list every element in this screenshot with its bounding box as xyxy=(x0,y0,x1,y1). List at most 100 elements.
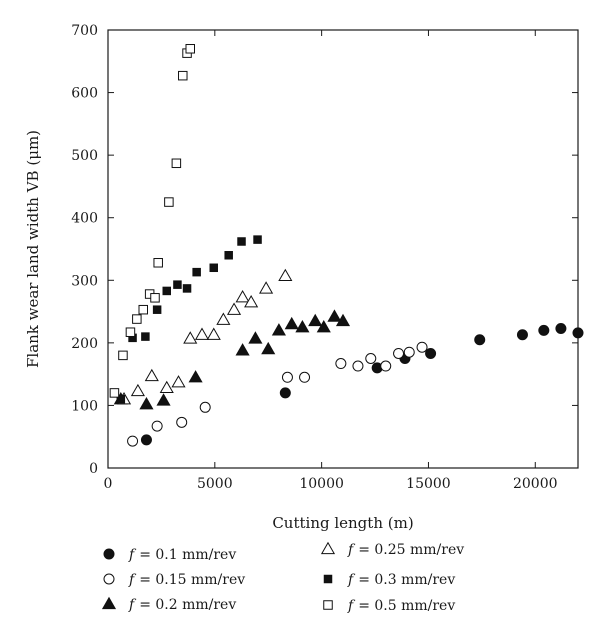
data-point xyxy=(199,401,211,413)
axis-ticks: 0 5000 10000 15000 20000 0 100 200 300 400 500 600 7… xyxy=(71,23,578,492)
series-filled-circle xyxy=(140,322,584,446)
data-point xyxy=(116,394,126,404)
data-point xyxy=(278,268,293,282)
data-point xyxy=(224,251,233,260)
data-point xyxy=(308,313,323,327)
data-points xyxy=(109,44,584,447)
y-axis-title: Flank wear land width VB (μm) xyxy=(24,130,42,368)
legend-item: f = 0.3 mm/rev xyxy=(323,572,455,588)
legend-marker xyxy=(320,541,336,555)
data-point xyxy=(178,70,188,81)
data-point xyxy=(284,316,299,330)
data-point xyxy=(352,360,364,372)
legend-label: f = 0.3 mm/rev xyxy=(347,572,455,588)
y-tick-label: 0 xyxy=(89,461,98,477)
legend-value: = 0.2 mm/rev xyxy=(139,597,236,613)
data-point xyxy=(248,331,263,344)
data-point xyxy=(176,416,188,428)
legend-item: f = 0.5 mm/rev xyxy=(323,598,455,614)
data-point xyxy=(182,284,192,293)
legend-f-symbol: f xyxy=(128,597,137,613)
legend-label: f = 0.1 mm/rev xyxy=(128,547,236,563)
data-point xyxy=(416,341,428,353)
series-filled-triangle xyxy=(113,309,351,410)
data-point xyxy=(259,281,274,294)
legend-f-symbol: f xyxy=(347,542,356,558)
data-point xyxy=(474,334,486,346)
data-point xyxy=(156,393,171,406)
data-point xyxy=(141,332,150,341)
axes xyxy=(107,29,579,469)
data-point xyxy=(380,360,392,372)
data-point xyxy=(162,286,171,296)
x-tick-label: 5000 xyxy=(197,476,233,492)
data-point xyxy=(299,371,311,383)
series-open-triangle xyxy=(116,268,293,405)
data-point xyxy=(151,420,163,432)
legend-value: = 0.15 mm/rev xyxy=(139,572,245,588)
legend-f-symbol: f xyxy=(128,572,137,588)
data-point xyxy=(150,293,160,303)
data-point xyxy=(335,313,351,327)
data-point xyxy=(127,435,139,447)
series-open-circle xyxy=(127,341,428,447)
y-tick-label: 100 xyxy=(71,398,98,414)
data-point xyxy=(138,304,148,315)
data-point xyxy=(261,341,276,355)
legend-f-symbol: f xyxy=(347,598,356,614)
data-point xyxy=(235,289,250,303)
legend-item: f = 0.25 mm/rev xyxy=(320,541,464,558)
data-point xyxy=(109,388,120,398)
data-point xyxy=(125,327,136,337)
data-point xyxy=(235,343,250,356)
data-point xyxy=(393,347,405,359)
data-point xyxy=(185,44,195,54)
data-point xyxy=(171,375,186,388)
data-point xyxy=(140,434,152,446)
plot-frame xyxy=(107,29,579,469)
data-point xyxy=(253,235,262,244)
data-point xyxy=(425,347,437,359)
x-tick-label: 20000 xyxy=(513,476,558,492)
data-point xyxy=(130,383,145,397)
data-point xyxy=(173,280,182,289)
legend-value: = 0.25 mm/rev xyxy=(358,542,464,558)
x-tick-label: 0 xyxy=(104,476,113,492)
data-point xyxy=(171,158,182,169)
data-point xyxy=(144,368,159,382)
data-point xyxy=(316,320,331,333)
legend-marker xyxy=(103,548,115,560)
data-point xyxy=(365,353,377,364)
legend-label: f = 0.15 mm/rev xyxy=(128,572,245,588)
legend-label: f = 0.25 mm/rev xyxy=(347,542,464,558)
data-point xyxy=(226,302,242,315)
data-point xyxy=(279,387,291,399)
data-point xyxy=(159,380,174,394)
data-point xyxy=(281,371,293,383)
legend-label: f = 0.5 mm/rev xyxy=(347,598,455,614)
data-point xyxy=(209,263,218,273)
legend-item: f = 0.1 mm/rev xyxy=(103,547,236,563)
legend-marker xyxy=(323,600,333,610)
y-tick-label: 200 xyxy=(71,336,98,352)
data-point xyxy=(295,320,310,333)
data-point xyxy=(206,327,221,340)
data-point xyxy=(194,327,210,340)
x-tick-label: 15000 xyxy=(406,476,451,492)
series-filled-square xyxy=(116,235,262,404)
data-point xyxy=(327,309,342,322)
data-point xyxy=(335,358,347,370)
series-open-square xyxy=(109,44,195,398)
data-point xyxy=(132,314,142,324)
legend-value: = 0.5 mm/rev xyxy=(358,598,455,614)
data-point xyxy=(572,327,584,339)
legend-value: = 0.3 mm/rev xyxy=(358,572,455,588)
y-tick-label: 300 xyxy=(71,273,98,289)
data-point xyxy=(188,370,203,383)
legend-f-symbol: f xyxy=(347,572,356,588)
data-point xyxy=(118,350,128,361)
legend-marker xyxy=(101,596,117,610)
data-point xyxy=(271,323,286,336)
legend-item: f = 0.15 mm/rev xyxy=(103,572,245,588)
y-tick-label: 600 xyxy=(71,86,98,102)
